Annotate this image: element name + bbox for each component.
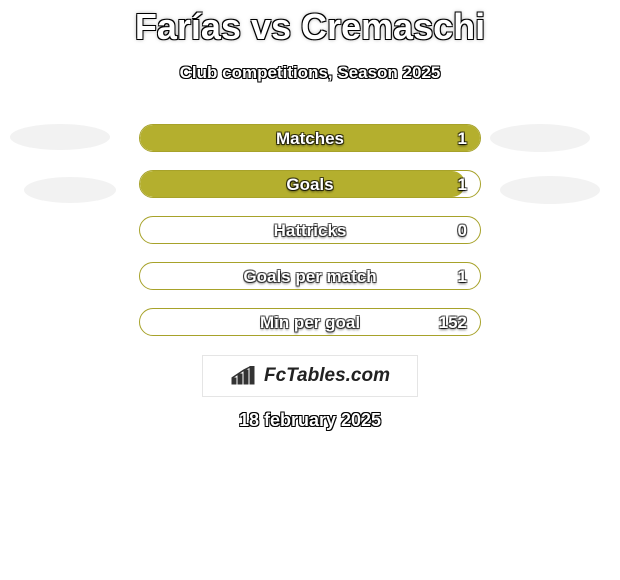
right-ellipse-2 xyxy=(500,176,600,204)
title: Farías vs Cremaschi xyxy=(0,6,620,48)
right-ellipse-1 xyxy=(490,124,590,152)
infographic-canvas: Farías vs Cremaschi Club competitions, S… xyxy=(0,0,620,580)
bar-chart-icon xyxy=(230,366,258,386)
stat-row: Goals per match1 xyxy=(139,262,481,290)
logo-text: FcTables.com xyxy=(264,365,390,387)
stat-bar-track xyxy=(139,216,481,244)
stat-bar-track xyxy=(139,124,481,152)
stat-bar-track xyxy=(139,262,481,290)
stat-row: Goals1 xyxy=(139,170,481,198)
stat-bar-track xyxy=(139,308,481,336)
date-label: 18 february 2025 xyxy=(0,410,620,431)
fctables-logo: FcTables.com xyxy=(202,355,418,397)
stat-bar-track xyxy=(139,170,481,198)
left-ellipse-2 xyxy=(24,177,116,203)
left-ellipse-1 xyxy=(10,124,110,150)
stat-row: Hattricks0 xyxy=(139,216,481,244)
stat-row: Matches1 xyxy=(139,124,481,152)
stat-row: Min per goal152 xyxy=(139,308,481,336)
stat-bar-fill xyxy=(140,171,465,197)
subtitle: Club competitions, Season 2025 xyxy=(0,63,620,83)
stat-bar-fill xyxy=(140,125,481,151)
